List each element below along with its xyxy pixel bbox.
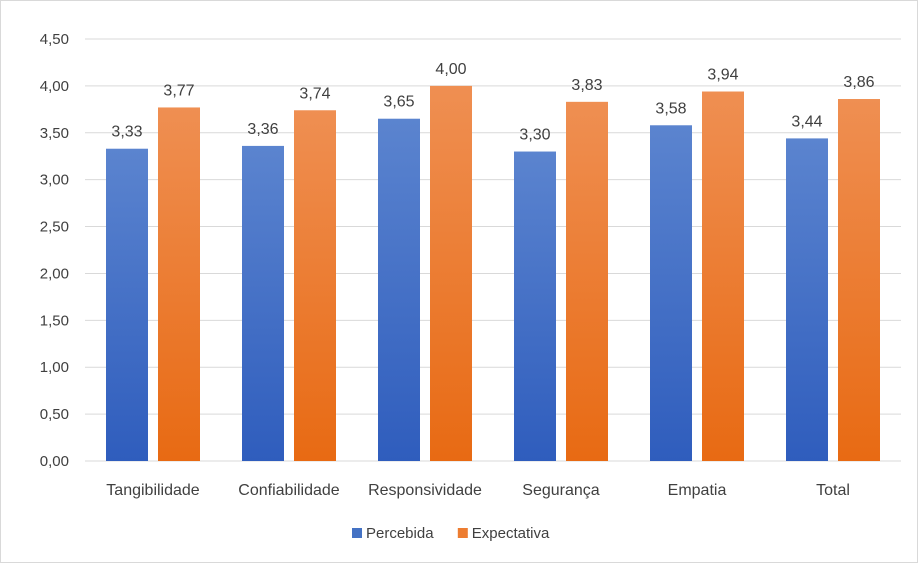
x-tick-label: Empatia (668, 482, 727, 499)
data-label: 3,65 (383, 94, 414, 111)
bar-percebida-segurança (514, 151, 556, 462)
legend-label-percebida: Percebida (366, 525, 434, 542)
x-tick-label: Responsividade (368, 482, 482, 499)
bar-expectativa-total (838, 99, 880, 462)
y-tick-label: 3,00 (40, 172, 69, 189)
bar-percebida-total (786, 138, 828, 461)
bar-percebida-responsividade (378, 118, 420, 461)
data-label: 3,44 (791, 113, 822, 130)
legend-label-expectativa: Expectativa (472, 525, 550, 542)
data-label: 3,74 (299, 85, 330, 102)
bar-expectativa-confiabilidade (294, 110, 336, 461)
x-tick-label: Tangibilidade (106, 482, 200, 499)
y-tick-label: 1,00 (40, 359, 69, 376)
bar-expectativa-tangibilidade (158, 107, 200, 462)
legend-swatch-percebida (352, 528, 362, 538)
legend: Percebida Expectativa (352, 525, 550, 542)
data-label: 3,58 (655, 100, 686, 117)
data-label: 4,00 (435, 61, 466, 78)
x-tick-label: Confiabilidade (238, 482, 340, 499)
gridlines (85, 38, 901, 462)
y-tick-label: 0,00 (40, 453, 69, 470)
y-tick-label: 4,50 (40, 31, 69, 48)
bar-expectativa-empatia (702, 91, 744, 461)
legend-swatch-expectativa (457, 528, 468, 538)
data-label: 3,94 (707, 67, 738, 84)
y-tick-label: 0,50 (40, 406, 69, 423)
data-label: 3,33 (111, 124, 142, 141)
bars (106, 85, 880, 462)
y-tick-label: 3,50 (40, 125, 69, 142)
bar-percebida-tangibilidade (106, 148, 148, 461)
y-tick-label: 1,50 (40, 312, 69, 329)
data-labels: 3,33 3,77 3,36 3,74 3,65 4,00 3,30 3,83 3,58 3,94… (111, 61, 874, 144)
data-label: 3,36 (247, 121, 278, 138)
data-label: 3,30 (519, 127, 550, 144)
data-label: 3,77 (163, 82, 194, 99)
x-tick-label: Segurança (522, 482, 599, 499)
y-tick-label: 4,00 (40, 78, 69, 95)
bar-percebida-confiabilidade (242, 145, 284, 461)
y-tick-label: 2,50 (40, 219, 69, 236)
y-tick-label: 2,00 (40, 265, 69, 282)
data-label: 3,86 (843, 74, 874, 91)
bar-percebida-empatia (650, 125, 692, 461)
axes: 0,00 0,50 1,00 1,50 2,00 2,50 3,00 3,50 4,00 4,50… (40, 31, 850, 499)
x-tick-label: Total (816, 482, 850, 499)
bar-expectativa-responsividade (430, 85, 472, 461)
bar-expectativa-segurança (566, 101, 608, 461)
data-label: 3,83 (571, 77, 602, 94)
